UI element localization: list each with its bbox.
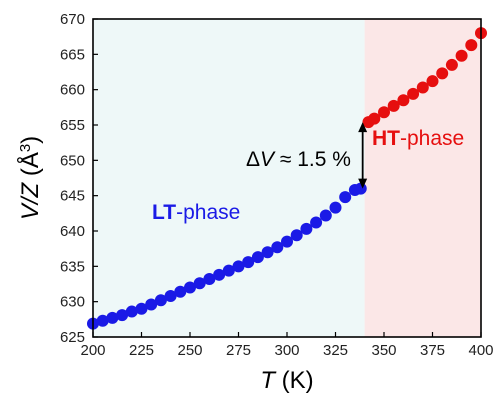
ht-phase-label: HT-phase (372, 127, 464, 150)
data-point (242, 256, 255, 269)
data-point (232, 260, 245, 273)
data-point (455, 49, 468, 62)
data-point (300, 222, 313, 235)
data-point (290, 229, 303, 242)
data-series (87, 27, 487, 330)
lt-phase-label: LT-phase (152, 201, 240, 224)
data-point (354, 182, 367, 195)
data-point (203, 273, 216, 286)
data-point (125, 305, 138, 318)
y-tick-label: 670 (60, 11, 85, 28)
data-point (368, 112, 381, 125)
delta-v-arrow (358, 122, 368, 189)
data-point (193, 277, 206, 290)
phase-regions (93, 19, 481, 337)
y-tick-label: 650 (60, 152, 85, 169)
x-tick-label: 250 (177, 342, 202, 359)
x-tick-label: 400 (468, 342, 493, 359)
data-point (465, 39, 478, 52)
data-point (445, 58, 458, 71)
data-point (319, 209, 332, 222)
series-lt (87, 182, 367, 330)
region-lt (93, 19, 365, 337)
y-tick-label: 625 (60, 329, 85, 346)
y-axis-title: V/Z (Å3) (16, 136, 44, 220)
x-tick-label: 300 (274, 342, 299, 359)
x-tick-label: 350 (371, 342, 396, 359)
x-axis-title: T (K) (260, 367, 313, 394)
arrow-head-down (358, 178, 368, 189)
data-point (416, 81, 429, 94)
data-point (261, 246, 274, 259)
delta-v-label: ΔV ≈ 1.5 % (246, 148, 351, 171)
y-tick-label: 665 (60, 46, 85, 63)
x-tick-label: 375 (420, 342, 445, 359)
x-tick-label: 275 (226, 342, 251, 359)
data-point (407, 87, 420, 100)
y-tick-label: 640 (60, 223, 85, 240)
data-point (329, 201, 342, 214)
data-point (251, 251, 264, 264)
data-point (154, 294, 167, 307)
data-point (339, 191, 352, 204)
data-point (164, 290, 177, 303)
y-tick-label: 630 (60, 294, 85, 311)
y-tick-label: 660 (60, 82, 85, 99)
data-point (174, 285, 187, 298)
data-point (222, 264, 235, 277)
data-point (281, 235, 293, 248)
data-point (116, 309, 129, 322)
data-point (426, 75, 439, 88)
axis-ticks: 200 225 250 275 300 325 350 375 400 625 630 635 640 6… (60, 11, 494, 359)
region-ht (364, 19, 481, 337)
data-point (378, 106, 390, 119)
data-point (436, 67, 449, 80)
data-point (106, 311, 119, 324)
x-tick-label: 200 (80, 342, 105, 359)
data-point (96, 314, 109, 327)
series-ht (362, 27, 487, 129)
data-point (184, 281, 196, 294)
y-tick-label: 645 (60, 188, 85, 205)
data-point (145, 298, 158, 311)
data-point (271, 241, 284, 254)
y-tick-label: 635 (60, 258, 85, 275)
data-point (397, 94, 410, 107)
data-point (135, 302, 148, 315)
data-point (213, 268, 226, 281)
data-point (310, 216, 323, 229)
y-tick-label: 655 (60, 117, 85, 134)
data-point (387, 99, 400, 112)
x-tick-label: 325 (323, 342, 348, 359)
x-tick-label: 225 (129, 342, 154, 359)
arrow-head-up (358, 122, 368, 133)
